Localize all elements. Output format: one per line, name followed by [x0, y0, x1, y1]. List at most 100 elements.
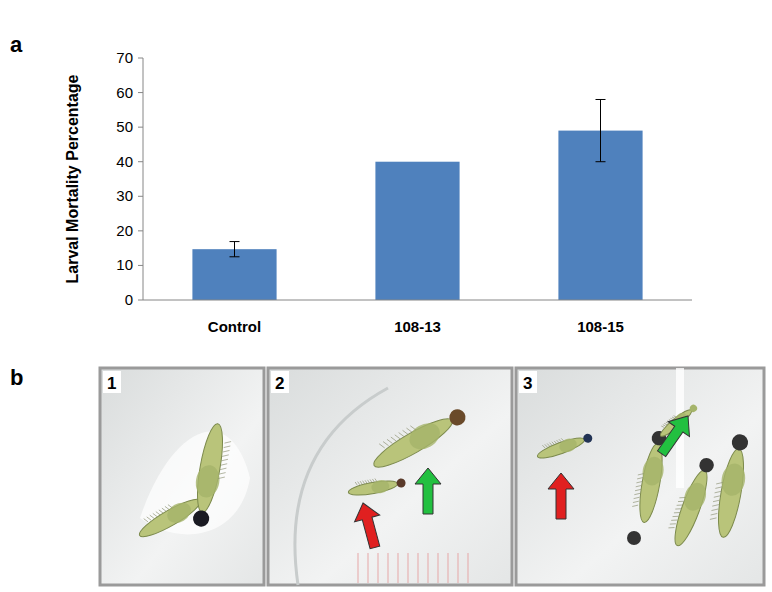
- y-tick: [138, 265, 143, 266]
- y-tick-label: 70: [116, 49, 133, 66]
- error-cap: [230, 256, 240, 257]
- larva-hair: [218, 476, 225, 480]
- larva: [664, 453, 719, 549]
- larva-head: [582, 432, 594, 444]
- larva-body: [192, 422, 227, 514]
- larva-hair: [636, 484, 642, 487]
- larva-hair: [635, 488, 641, 491]
- larva-hair: [410, 424, 415, 431]
- larva-hair: [372, 479, 374, 483]
- larva-hair: [716, 481, 723, 485]
- larva-thorax: [640, 455, 665, 487]
- y-tick: [138, 230, 143, 231]
- photo-label: 2: [275, 374, 284, 393]
- larva-thorax: [680, 480, 709, 514]
- larva-body: [536, 434, 587, 461]
- larva: [188, 422, 234, 530]
- ruler-line: [388, 553, 389, 583]
- larva-hair: [634, 492, 640, 495]
- arrow: [350, 500, 387, 551]
- photo-panel: 2: [268, 368, 512, 585]
- arrow: [548, 473, 574, 519]
- arrow-shape: [415, 468, 441, 514]
- larva-hair: [156, 511, 160, 516]
- ruler-line: [408, 553, 409, 583]
- larva-hair: [383, 440, 388, 447]
- larva-hair: [715, 490, 722, 494]
- error-bar: [600, 99, 601, 161]
- larva-hair: [224, 440, 231, 444]
- larva-hair: [678, 499, 684, 503]
- larva-head: [697, 456, 715, 474]
- y-tick-label: 30: [116, 187, 133, 204]
- y-tick-label: 20: [116, 222, 133, 239]
- larva-hair: [663, 424, 666, 427]
- photo-panel: 3: [516, 368, 764, 585]
- larva-hair: [715, 486, 722, 490]
- ruler-line: [448, 553, 449, 583]
- bar: [192, 249, 276, 300]
- larva-hair: [153, 512, 157, 517]
- larva-hair: [634, 496, 640, 499]
- larva-hair: [222, 454, 229, 458]
- larva-hair: [221, 458, 228, 462]
- larva-body: [669, 467, 713, 548]
- larva-hair: [223, 449, 230, 453]
- larva-hair: [668, 526, 674, 530]
- larva-body: [713, 447, 748, 539]
- larva-hair: [561, 438, 564, 442]
- larva-hair: [549, 442, 552, 446]
- larva-hair: [370, 479, 372, 483]
- larva-head: [446, 406, 468, 428]
- photo-panel: 1: [100, 368, 264, 585]
- photo-label: 3: [523, 374, 532, 393]
- photo-frame: [516, 368, 764, 585]
- larva-thorax: [719, 462, 748, 498]
- larva-hair: [547, 443, 550, 447]
- larva-thorax: [557, 436, 578, 454]
- larva-hair: [559, 439, 562, 443]
- larva-hair: [379, 442, 384, 449]
- x-axis: [143, 300, 692, 301]
- larva-head: [627, 531, 641, 545]
- larva-hair: [168, 504, 172, 509]
- larva-hair: [360, 481, 362, 485]
- larva-hair: [710, 517, 717, 521]
- larva-hair: [406, 427, 411, 434]
- larva-hair: [711, 512, 718, 516]
- photo-frame: [100, 368, 264, 585]
- larva-hair: [159, 509, 163, 514]
- panel-label: b: [10, 365, 23, 390]
- larva-head: [731, 433, 750, 452]
- larva-hair: [675, 507, 681, 511]
- larva-hair: [673, 514, 679, 518]
- error-cap: [596, 161, 606, 162]
- larva-hair: [150, 514, 154, 519]
- figure: a010203040506070Larval Mortality Percent…: [0, 0, 772, 592]
- larva-hair: [632, 504, 638, 507]
- larva: [707, 432, 753, 540]
- larva-thorax: [164, 499, 195, 527]
- larva-hair: [165, 505, 169, 510]
- y-tick: [138, 58, 143, 59]
- larva-hair: [712, 503, 719, 507]
- larva-head: [688, 403, 698, 413]
- larva-hair: [375, 478, 377, 482]
- x-tick-label: Control: [208, 318, 261, 335]
- y-tick: [138, 127, 143, 128]
- arrow-shape: [548, 473, 574, 519]
- ruler-line: [458, 553, 459, 583]
- larva-hair: [677, 503, 683, 507]
- larva-hair: [220, 467, 227, 471]
- photo-label: 1: [107, 374, 116, 393]
- larva-head: [396, 478, 406, 488]
- y-tick: [138, 300, 143, 301]
- ruler-line: [368, 553, 369, 583]
- larva-hair: [399, 431, 404, 438]
- larva-thorax: [405, 418, 445, 454]
- larva-hair: [671, 518, 677, 522]
- error-cap: [596, 99, 606, 100]
- arrow: [651, 409, 699, 462]
- larva-hair: [162, 507, 166, 512]
- larva-hair: [637, 477, 643, 480]
